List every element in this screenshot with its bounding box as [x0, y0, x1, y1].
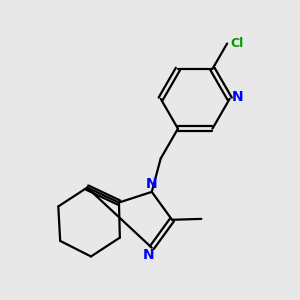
Text: Cl: Cl: [231, 37, 244, 50]
Text: N: N: [143, 248, 154, 262]
Text: N: N: [146, 177, 158, 191]
Text: N: N: [231, 90, 243, 104]
